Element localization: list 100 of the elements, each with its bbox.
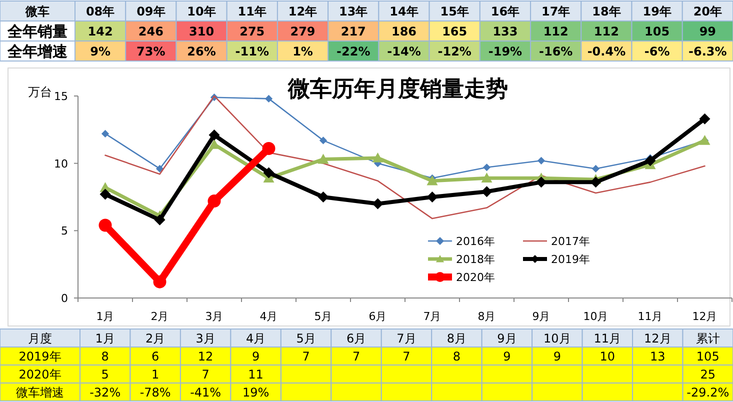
point xyxy=(372,198,384,210)
y-tick-label: 0 xyxy=(61,292,68,305)
x-tick-label: 11月 xyxy=(638,310,663,323)
data-label: -19% xyxy=(488,44,522,58)
chart-title: 微车历年月度销量走势 xyxy=(287,76,508,102)
point xyxy=(426,192,438,202)
x-tick-label: 2月 xyxy=(146,331,166,346)
data-label: 9 xyxy=(252,349,260,364)
data-label: 1 xyxy=(152,367,160,382)
point xyxy=(154,214,166,226)
y-tick-label: 全年增速 xyxy=(6,42,68,60)
data-label: -78% xyxy=(140,385,171,400)
data-label: 5 xyxy=(101,367,109,382)
data-label: -16% xyxy=(538,44,573,58)
data-label: 310 xyxy=(189,24,214,38)
point xyxy=(156,164,164,173)
data-label: 25 xyxy=(700,367,716,382)
x-tick-label: 5月 xyxy=(314,310,332,323)
data-label: -29.2% xyxy=(686,385,730,400)
x-tick-label: 6月 xyxy=(368,310,387,323)
x-tick-label: 9月 xyxy=(532,310,550,323)
data-label: 7 xyxy=(202,367,210,382)
data-label: -6.3% xyxy=(688,44,727,58)
legend-label: 2016年 xyxy=(456,235,495,248)
point xyxy=(318,154,329,164)
x-tick-label: 6月 xyxy=(346,331,366,346)
y-tick-label: 2020年 xyxy=(18,367,62,382)
y-tick-label: 15 xyxy=(54,90,68,103)
legend-label: 2019年 xyxy=(551,253,590,266)
x-tick-label: 08年 xyxy=(86,4,115,18)
data-label: 7 xyxy=(352,349,360,364)
data-label: 99 xyxy=(699,24,716,38)
point xyxy=(100,188,111,200)
x-tick-label: 累计 xyxy=(696,331,720,346)
x-tick-label: 11月 xyxy=(594,331,622,346)
data-label: 6 xyxy=(152,349,160,364)
data-label: -22% xyxy=(336,44,370,58)
data-label: 9 xyxy=(553,349,562,364)
y-tick-label: 微车增速 xyxy=(16,385,64,400)
x-tick-label: 5月 xyxy=(296,331,316,346)
data-label: -14% xyxy=(387,44,421,58)
legend-label: 2020年 xyxy=(456,271,495,284)
data-label: 8 xyxy=(452,349,461,364)
point xyxy=(264,94,273,102)
data-label: 12 xyxy=(198,349,214,364)
x-tick-label: 09年 xyxy=(136,4,166,18)
point xyxy=(208,194,221,208)
data-label: 112 xyxy=(594,24,619,38)
data-label: 26% xyxy=(187,44,216,58)
data-label: 73% xyxy=(136,44,166,58)
x-tick-label: 15年 xyxy=(440,4,469,18)
y-axis-title: 万台 xyxy=(28,85,52,99)
data-label: 217 xyxy=(340,24,366,38)
x-tick-label: 12年 xyxy=(288,4,318,18)
x-tick-label: 17年 xyxy=(541,4,570,18)
data-label: 165 xyxy=(442,24,468,38)
x-tick-label: 20年 xyxy=(693,4,722,18)
x-tick-label: 7月 xyxy=(423,310,442,323)
point xyxy=(699,113,710,124)
x-tick-label: 12月 xyxy=(644,331,672,346)
point xyxy=(101,130,110,138)
data-label: 142 xyxy=(88,24,113,38)
point xyxy=(537,156,546,164)
x-tick-label: 7月 xyxy=(396,331,416,346)
data-label: -0.4% xyxy=(587,44,626,58)
x-tick-label: 11年 xyxy=(238,4,267,18)
point xyxy=(98,218,112,232)
data-label: 19% xyxy=(242,385,270,400)
data-label: 13 xyxy=(650,349,666,364)
data-label: -32% xyxy=(90,385,121,400)
point xyxy=(372,152,384,162)
point xyxy=(481,186,492,198)
y-axis-title: 微车 xyxy=(24,4,50,18)
x-tick-label: 8月 xyxy=(446,331,467,346)
point xyxy=(426,175,438,186)
point xyxy=(592,164,600,173)
x-tick-label: 10月 xyxy=(583,310,608,323)
point xyxy=(153,275,166,288)
point xyxy=(263,167,274,178)
x-tick-label: 18年 xyxy=(592,4,621,18)
x-tick-label: 10年 xyxy=(187,4,216,18)
point xyxy=(319,136,328,144)
data-label: 1% xyxy=(292,44,313,58)
x-tick-label: 16年 xyxy=(490,4,520,18)
data-label: 9% xyxy=(90,44,110,58)
point xyxy=(482,164,491,172)
x-tick-label: 2月 xyxy=(150,310,169,323)
data-label: 133 xyxy=(492,24,518,38)
y-tick-label: 10 xyxy=(54,157,68,170)
x-tick-label: 19年 xyxy=(642,4,672,18)
x-tick-label: 12月 xyxy=(692,310,718,323)
data-label: 275 xyxy=(240,24,265,38)
data-label: 279 xyxy=(290,24,316,38)
data-label: 186 xyxy=(391,24,417,38)
data-label: 8 xyxy=(101,349,109,364)
point xyxy=(644,155,656,166)
x-tick-label: 4月 xyxy=(246,331,266,346)
data-label: -6% xyxy=(644,44,670,58)
data-label: -12% xyxy=(438,44,472,58)
point xyxy=(208,130,220,141)
